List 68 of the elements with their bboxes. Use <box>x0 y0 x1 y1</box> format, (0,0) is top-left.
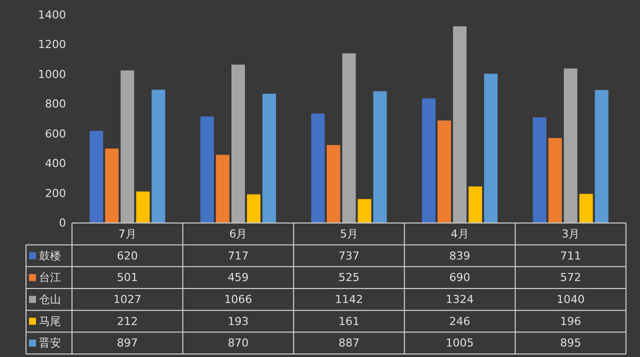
y-tick-label: 800 <box>45 98 66 111</box>
data-label: 690 <box>449 271 470 284</box>
bar <box>326 145 340 223</box>
bar <box>342 53 356 223</box>
bar <box>216 154 230 223</box>
bar <box>453 26 467 223</box>
data-label: 1324 <box>446 292 474 306</box>
data-label: 620 <box>116 249 138 262</box>
bar <box>105 148 119 223</box>
data-label: 887 <box>338 336 360 350</box>
bar <box>373 91 387 223</box>
data-label: 193 <box>228 314 249 328</box>
bar <box>422 98 436 223</box>
legend-label: 台江 <box>39 271 61 284</box>
data-label: 717 <box>228 249 249 262</box>
y-tick-label: 600 <box>45 127 66 140</box>
data-label: 711 <box>560 249 582 262</box>
bar <box>90 130 104 223</box>
bar <box>120 70 134 223</box>
bar <box>246 194 260 223</box>
data-label: 212 <box>116 314 138 328</box>
data-label: 1040 <box>556 292 585 306</box>
bar <box>579 194 593 223</box>
bar <box>564 68 578 223</box>
bar <box>200 116 214 223</box>
legend-label: 马尾 <box>39 314 61 328</box>
legend-label: 仓山 <box>39 292 61 306</box>
bar <box>594 90 608 223</box>
data-label: 525 <box>338 271 360 284</box>
data-label: 1005 <box>446 336 474 350</box>
x-tick-label: 4月 <box>450 227 469 240</box>
bar <box>152 90 166 223</box>
bar <box>262 94 276 223</box>
data-label: 161 <box>338 314 360 328</box>
bar <box>438 120 452 223</box>
y-tick-label: 400 <box>45 157 66 170</box>
data-label: 1142 <box>335 292 363 306</box>
data-label: 839 <box>449 249 470 262</box>
data-label: 196 <box>560 314 582 328</box>
data-label: 572 <box>560 271 582 284</box>
x-tick-label: 5月 <box>340 227 358 240</box>
data-label: 1066 <box>224 292 252 306</box>
bar <box>136 192 150 223</box>
data-label: 246 <box>449 314 470 328</box>
legend-label: 鼓楼 <box>39 249 61 262</box>
y-tick-label: 1000 <box>38 68 66 81</box>
bar <box>484 74 498 223</box>
data-label: 459 <box>228 271 249 284</box>
x-tick-label: 6月 <box>229 227 248 240</box>
data-label: 870 <box>228 336 249 350</box>
y-tick-label: 1400 <box>38 8 66 22</box>
bar <box>231 64 245 223</box>
bar <box>468 186 482 223</box>
data-label: 737 <box>338 249 360 262</box>
bar <box>532 117 546 223</box>
legend-label: 晋安 <box>39 336 61 350</box>
y-tick-label: 1200 <box>38 38 66 52</box>
y-tick-label: 0 <box>59 216 66 230</box>
bar <box>358 199 372 223</box>
x-tick-label: 7月 <box>118 227 136 240</box>
data-label: 897 <box>116 336 138 350</box>
bar <box>548 138 562 223</box>
y-tick-label: 200 <box>45 186 66 200</box>
bar <box>311 114 325 223</box>
x-tick-label: 3月 <box>562 227 580 240</box>
data-label: 501 <box>116 271 138 284</box>
data-label: 1027 <box>113 292 142 306</box>
data-label: 895 <box>560 336 582 350</box>
